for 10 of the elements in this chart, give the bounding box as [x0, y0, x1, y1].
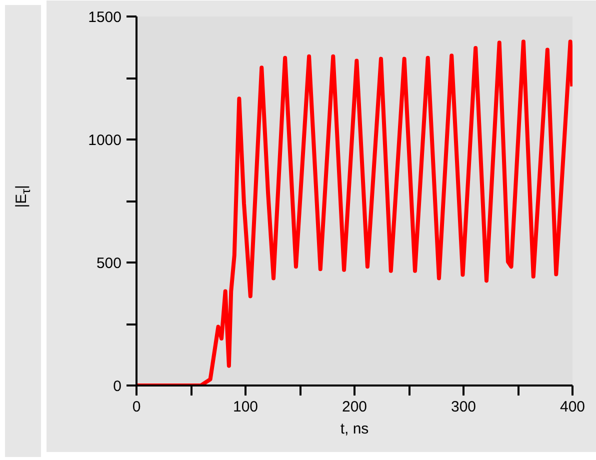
x-tick-label: 200: [342, 398, 368, 416]
x-tick-label: 300: [450, 398, 476, 416]
y-tick-label: 1000: [88, 132, 122, 149]
x-tick-label: 0: [132, 398, 141, 416]
y-tick-label: 1500: [88, 9, 122, 26]
x-tick-label: 400: [560, 398, 586, 416]
x-tick-label: 100: [232, 398, 258, 416]
y-tick-label: 0: [113, 378, 122, 395]
y-tick-label: 500: [96, 255, 122, 272]
x-axis-title: t, ns: [340, 420, 369, 438]
